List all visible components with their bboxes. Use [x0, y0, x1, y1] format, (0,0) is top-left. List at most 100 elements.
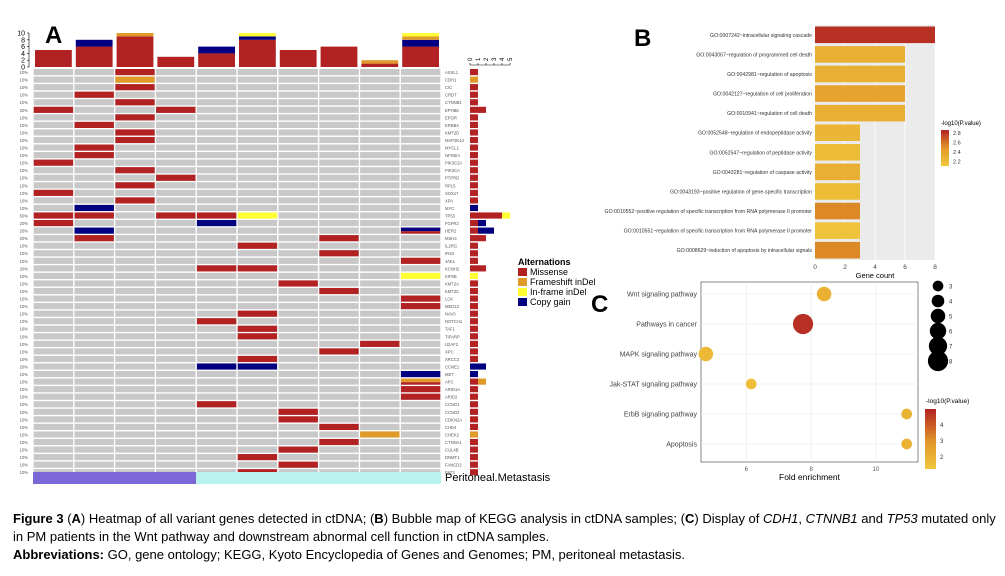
top-bar-segment	[157, 56, 195, 67]
heatmap-cell-empty	[319, 431, 359, 438]
heatmap-cell-empty	[400, 220, 441, 227]
row-percent-label: 20%	[20, 236, 29, 241]
heatmap-cell-empty	[278, 265, 318, 272]
heatmap-cell-empty	[360, 197, 400, 204]
heatmap-cell-empty	[360, 144, 400, 151]
heatmap-cell-empty	[156, 189, 196, 196]
row-percent-label: 10%	[20, 78, 29, 83]
heatmap-cell-empty	[156, 204, 196, 212]
heatmap-cell-empty	[156, 446, 196, 453]
heatmap-cell-empty	[74, 84, 114, 91]
size-legend-label: 5	[949, 315, 953, 321]
heatmap-cell-empty	[319, 189, 359, 196]
heatmap-cell-mutation	[156, 174, 196, 181]
heatmap-cell-empty	[360, 438, 400, 446]
right-bar-segment	[470, 310, 478, 317]
heatmap-cell-empty	[319, 159, 359, 166]
heatmap-cell-empty	[156, 438, 196, 446]
top-bar-segment	[116, 36, 154, 67]
heatmap-cell-empty	[319, 144, 359, 151]
heatmap-cell-empty	[360, 167, 400, 174]
heatmap-cell-empty	[400, 114, 441, 121]
heatmap-cell-empty	[115, 333, 155, 340]
right-bar-segment	[470, 371, 478, 378]
x-tick-label: 10	[873, 467, 880, 473]
heatmap-cell-empty	[400, 416, 441, 423]
heatmap-cell-empty	[360, 204, 400, 212]
row-percent-label: 50%	[20, 213, 29, 218]
heatmap-cell-empty	[360, 355, 400, 363]
heatmap-cell-empty	[400, 167, 441, 174]
heatmap-cell-mutation	[237, 310, 278, 317]
heatmap-cell-empty	[156, 227, 196, 234]
heatmap-cell-empty	[278, 378, 318, 385]
heatmap-cell-empty	[360, 250, 400, 257]
row-percent-label: 10%	[20, 198, 29, 203]
top-bar-tick-label: 2	[21, 58, 25, 65]
bubble-point	[816, 286, 832, 302]
x-axis-title: Gene count	[856, 271, 896, 280]
heatmap-cell-empty	[156, 287, 196, 295]
color-legend-tick: 2.2	[953, 160, 961, 166]
heatmap-cell-empty	[237, 220, 278, 227]
heatmap-cell-empty	[74, 76, 114, 83]
row-percent-label: 10%	[20, 274, 29, 279]
heatmap-cell-empty	[74, 333, 114, 340]
right-bar-tick-label: 1	[476, 57, 482, 61]
gene-label: KCNH2	[445, 266, 460, 271]
row-percent-label: 10%	[20, 259, 29, 264]
heatmap-cell-empty	[115, 303, 155, 310]
bubble-point	[901, 408, 913, 420]
heatmap-cell-empty	[196, 295, 237, 302]
heatmap-cell-empty	[360, 393, 400, 400]
right-bar-segment	[470, 386, 478, 393]
caption-abbreviations: Abbreviations: GO, gene ontology; KEGG, …	[13, 546, 998, 564]
heatmap-cell-mutation	[319, 287, 359, 295]
heatmap-cell-empty	[156, 348, 196, 355]
heatmap-cell-empty	[156, 408, 196, 415]
heatmap-cell-mutation	[115, 76, 155, 83]
heatmap-cell-empty	[74, 287, 114, 295]
heatmap-cell-empty	[156, 91, 196, 98]
gene-label: KIF5B	[445, 274, 457, 279]
caption-fragment: ) Heatmap of all variant genes detected …	[80, 511, 375, 526]
heatmap-cell-empty	[115, 159, 155, 166]
top-bar-segment	[402, 39, 439, 47]
heatmap-cell-empty	[115, 378, 155, 385]
heatmap-cell-empty	[33, 325, 74, 332]
go-term-label: GO:0042981~regulation of apoptosis	[727, 72, 812, 78]
go-term-label: GO:0007242~intracellular signaling casca…	[710, 33, 812, 39]
heatmap-cell-empty	[156, 355, 196, 363]
heatmap-cell-empty	[156, 340, 196, 347]
heatmap-cell-empty	[400, 182, 441, 189]
heatmap-cell-empty	[115, 280, 155, 287]
gene-label: APC	[445, 380, 454, 385]
heatmap-cell-mutation	[115, 99, 155, 106]
heatmap-cell-empty	[400, 159, 441, 166]
heatmap-cell-empty	[319, 318, 359, 325]
heatmap-cell-empty	[278, 235, 318, 242]
pathway-label: ErbB signaling pathway	[624, 412, 698, 419]
heatmap-cell-empty	[115, 461, 155, 468]
heatmap-cell-empty	[196, 333, 237, 340]
heatmap-cell-empty	[115, 189, 155, 196]
heatmap-cell-empty	[115, 363, 155, 370]
row-percent-label: 10%	[20, 183, 29, 188]
heatmap-cell-mutation	[115, 197, 155, 204]
heatmap-cell-empty	[278, 393, 318, 400]
gene-label: CRDT	[445, 93, 457, 98]
heatmap-cell-empty	[237, 348, 278, 355]
gene-label: XPA	[445, 198, 453, 203]
alterations-legend-item: Frameshift inDel	[518, 277, 596, 287]
heatmap-cell-empty	[360, 295, 400, 302]
heatmap-cell-empty	[237, 378, 278, 385]
heatmap-cell-empty	[360, 114, 400, 121]
row-percent-label: 10%	[20, 168, 29, 173]
right-bar-tick-label: 0	[468, 57, 474, 61]
heatmap-cell-empty	[74, 438, 114, 446]
heatmap-cell-empty	[33, 121, 74, 128]
caption-fragment: C	[684, 511, 695, 526]
heatmap-cell-empty	[33, 348, 74, 355]
top-bar-segment	[361, 63, 399, 67]
heatmap-cell-mutation	[237, 242, 278, 249]
